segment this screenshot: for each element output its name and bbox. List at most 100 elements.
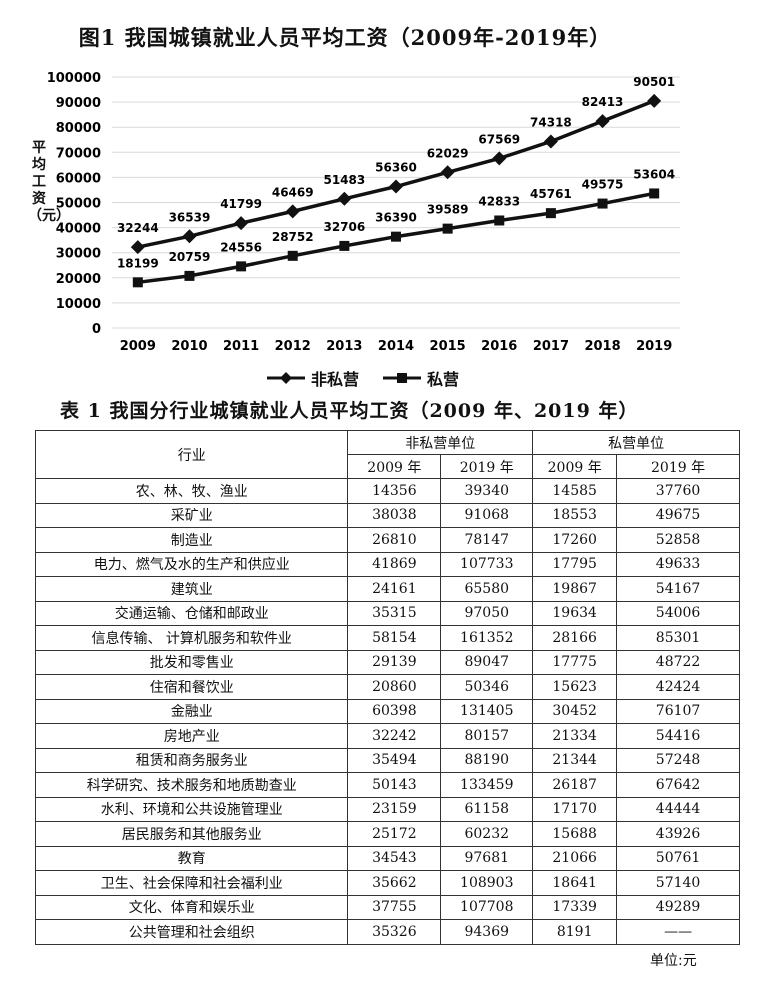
value-cell: 107708 xyxy=(440,894,534,920)
header-year-2009: 2009 年 xyxy=(532,454,618,479)
industry-cell: 教育 xyxy=(34,845,349,871)
data-label: 74318 xyxy=(530,115,572,129)
value-cell: 20860 xyxy=(347,674,442,700)
table-row: 电力、燃气及水的生产和供应业 41869 107733 17795 49633 xyxy=(34,551,740,577)
value-cell: 21334 xyxy=(532,723,618,749)
table-row: 居民服务和其他服务业 25172 60232 15688 43926 xyxy=(34,821,740,847)
value-cell: 43926 xyxy=(616,821,740,847)
value-cell: 35326 xyxy=(347,919,442,945)
legend-diamond-icon xyxy=(267,372,305,384)
value-cell: 108903 xyxy=(440,870,534,896)
value-cell: 30452 xyxy=(532,698,618,724)
value-cell: 58154 xyxy=(347,625,442,651)
table-title: 表 1 我国分行业城镇就业人员平均工资（2009 年、2019 年） xyxy=(60,400,639,422)
x-tick-label: 2019 xyxy=(636,339,672,354)
x-tick-label: 2013 xyxy=(326,339,362,354)
y-tick-label: 60000 xyxy=(56,171,101,186)
value-cell: 88190 xyxy=(440,747,534,773)
data-label: 28752 xyxy=(272,230,314,244)
data-label: 32244 xyxy=(117,221,159,235)
legend-square-icon xyxy=(383,373,422,383)
value-cell: 15623 xyxy=(532,674,618,700)
value-cell: 18641 xyxy=(532,870,618,896)
data-label: 46469 xyxy=(272,185,314,199)
industry-cell: 房地产业 xyxy=(34,723,349,749)
x-tick-label: 2016 xyxy=(481,339,517,354)
value-cell: 17260 xyxy=(532,527,618,553)
value-cell: 161352 xyxy=(440,625,534,651)
value-cell: 18553 xyxy=(532,502,618,528)
x-tick-label: 2014 xyxy=(378,339,414,354)
header-industry: 行业 xyxy=(34,430,349,479)
data-label: 56360 xyxy=(375,161,417,175)
header-nonprivate: 非私营单位 xyxy=(347,430,534,455)
table-row: 批发和零售业 29139 89047 17775 48722 xyxy=(34,649,740,675)
industry-cell: 交通运输、仓储和邮政业 xyxy=(34,600,349,626)
data-label: 41799 xyxy=(220,197,262,211)
value-cell: 91068 xyxy=(440,502,534,528)
value-cell: 37760 xyxy=(616,478,740,504)
value-cell: 107733 xyxy=(440,551,534,577)
data-label: 67569 xyxy=(478,132,520,146)
value-cell: 17775 xyxy=(532,649,618,675)
y-tick-label: 70000 xyxy=(56,146,101,161)
data-label: 82413 xyxy=(582,95,624,109)
data-label: 32706 xyxy=(323,220,365,234)
table-row: 制造业 26810 78147 17260 52858 xyxy=(34,527,740,553)
data-point-private xyxy=(494,215,505,226)
data-point-nonprivate xyxy=(440,165,455,180)
unit-note: 单位:元 xyxy=(650,953,697,969)
data-point-private xyxy=(649,188,660,199)
value-cell: 23159 xyxy=(347,796,442,822)
chart-y-axis-label: 平均工资（元） xyxy=(28,140,70,224)
data-point-private xyxy=(597,198,608,209)
x-tick-label: 2015 xyxy=(430,339,466,354)
value-cell: 85301 xyxy=(616,625,740,651)
table-row: 住宿和餐饮业 20860 50346 15623 42424 xyxy=(34,674,740,700)
value-cell: 131405 xyxy=(440,698,534,724)
table-row: 金融业 60398 131405 30452 76107 xyxy=(34,698,740,724)
table-row: 租赁和商务服务业 35494 88190 21344 57248 xyxy=(34,747,740,773)
value-cell: 67642 xyxy=(616,772,740,798)
legend-label-private: 私营 xyxy=(427,370,460,389)
value-cell: 94369 xyxy=(440,919,534,945)
value-cell: 76107 xyxy=(616,698,740,724)
value-cell: 21066 xyxy=(532,845,618,871)
industry-cell: 金融业 xyxy=(34,698,349,724)
data-label: 39589 xyxy=(427,203,469,217)
value-cell: 37755 xyxy=(347,894,442,920)
table-row: 公共管理和社会组织 35326 94369 8191 —— xyxy=(34,919,740,945)
value-cell: 25172 xyxy=(347,821,442,847)
value-cell: 50346 xyxy=(440,674,534,700)
value-cell: 19634 xyxy=(532,600,618,626)
data-point-nonprivate xyxy=(647,93,662,108)
y-tick-label: 50000 xyxy=(56,197,101,212)
data-point-nonprivate xyxy=(543,134,558,149)
y-tick-label: 100000 xyxy=(47,71,101,86)
industry-cell: 公共管理和社会组织 xyxy=(34,919,349,945)
data-point-private xyxy=(236,261,247,272)
wage-line-chart: 0 10000 20000 30000 40000 50000 60000 70000 8000… xyxy=(47,71,680,354)
value-cell: 61158 xyxy=(440,796,534,822)
value-cell: 65580 xyxy=(440,576,534,602)
data-label: 24556 xyxy=(220,240,262,254)
header-private: 私营单位 xyxy=(532,430,740,455)
value-cell: 39340 xyxy=(440,478,534,504)
data-point-private xyxy=(545,208,556,219)
value-cell: 17339 xyxy=(532,894,618,920)
value-cell: 48722 xyxy=(616,649,740,675)
value-cell: 54006 xyxy=(616,600,740,626)
legend-label-nonprivate: 非私营 xyxy=(311,370,360,389)
value-cell: 60398 xyxy=(347,698,442,724)
value-cell: 15688 xyxy=(532,821,618,847)
y-tick-label: 90000 xyxy=(56,96,101,111)
table-row: 房地产业 32242 80157 21334 54416 xyxy=(34,723,740,749)
x-tick-label: 2009 xyxy=(120,339,156,354)
industry-cell: 居民服务和其他服务业 xyxy=(34,821,349,847)
value-cell: 14356 xyxy=(347,478,442,504)
y-tick-label: 30000 xyxy=(56,247,101,262)
data-point-nonprivate xyxy=(389,179,403,194)
industry-cell: 科学研究、技术服务和地质勘查业 xyxy=(34,772,349,798)
x-tick-label: 2010 xyxy=(171,339,207,354)
data-point-nonprivate xyxy=(285,204,300,219)
